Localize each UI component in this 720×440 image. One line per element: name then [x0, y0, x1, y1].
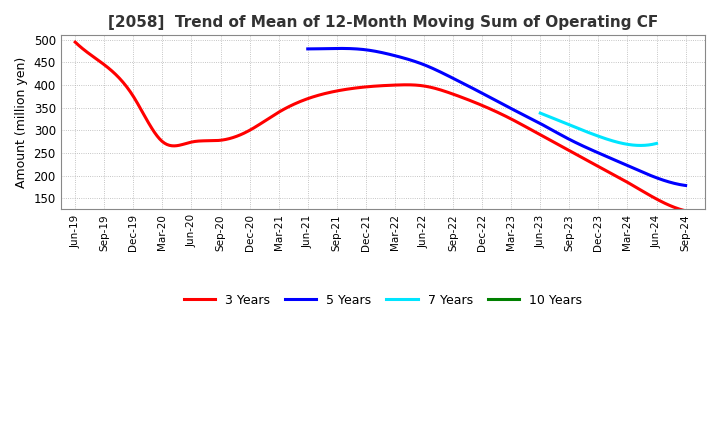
3 Years	[571, 151, 580, 157]
5 Years	[529, 117, 538, 123]
5 Years	[303, 46, 312, 51]
Title: [2058]  Trend of Mean of 12-Month Moving Sum of Operating CF: [2058] Trend of Mean of 12-Month Moving …	[108, 15, 658, 30]
5 Years	[486, 95, 495, 100]
7 Years	[592, 133, 600, 138]
7 Years	[606, 137, 614, 143]
5 Years	[673, 181, 682, 187]
5 Years	[681, 183, 690, 188]
5 Years	[484, 94, 492, 99]
Legend: 3 Years, 5 Years, 7 Years, 10 Years: 3 Years, 5 Years, 7 Years, 10 Years	[179, 289, 587, 312]
5 Years	[508, 107, 517, 112]
Y-axis label: Amount (million yen): Amount (million yen)	[15, 57, 28, 188]
3 Years	[361, 84, 369, 90]
7 Years	[636, 143, 645, 148]
Line: 7 Years: 7 Years	[540, 113, 657, 146]
5 Years	[336, 46, 345, 51]
3 Years	[434, 87, 443, 92]
7 Years	[536, 110, 544, 116]
7 Years	[591, 132, 600, 138]
Line: 5 Years: 5 Years	[307, 48, 685, 186]
5 Years	[614, 159, 623, 164]
7 Years	[649, 141, 658, 147]
3 Years	[681, 208, 690, 213]
7 Years	[599, 135, 608, 140]
7 Years	[631, 143, 640, 148]
3 Years	[71, 40, 79, 45]
3 Years	[667, 203, 675, 209]
Line: 3 Years: 3 Years	[75, 42, 685, 211]
3 Years	[401, 82, 410, 88]
3 Years	[364, 84, 373, 89]
7 Years	[652, 141, 661, 146]
